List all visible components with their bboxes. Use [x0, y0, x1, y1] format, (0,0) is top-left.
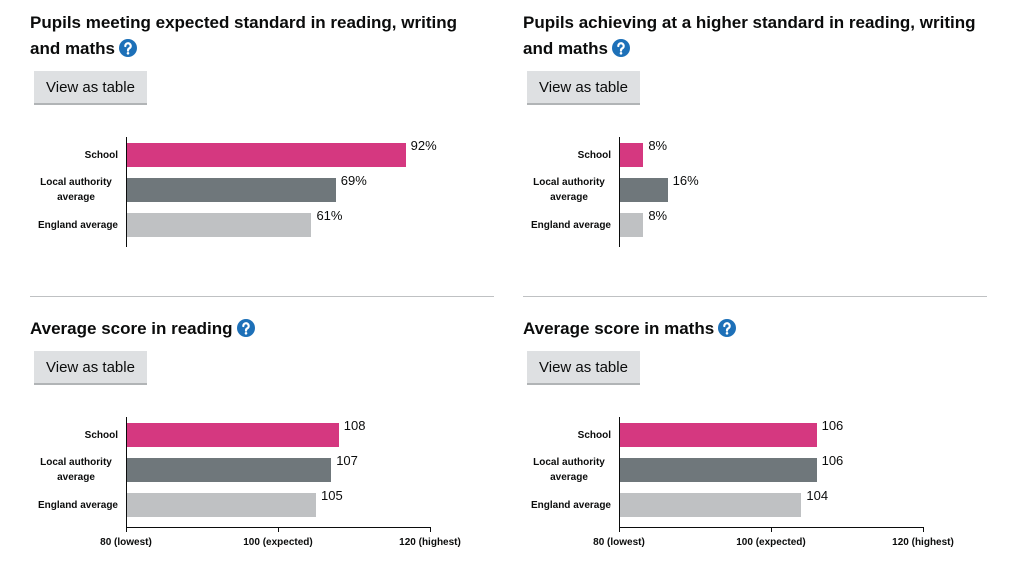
category-label-box: School	[523, 143, 611, 167]
view-as-table-button[interactable]: View as table	[527, 351, 640, 383]
bar	[126, 493, 316, 517]
value-label: 107	[336, 453, 358, 468]
chart-heading: Average score in maths	[523, 316, 983, 342]
help-icon[interactable]	[612, 39, 631, 57]
category-label: England average	[530, 219, 611, 231]
category-label-box: England average	[523, 213, 611, 237]
category-label-box: Local authority average	[30, 177, 118, 203]
bar	[126, 178, 336, 202]
category-label-box: Local authority average	[30, 457, 118, 483]
category-label: School	[84, 149, 118, 161]
category-label: England average	[37, 499, 118, 511]
tick-mark	[619, 527, 620, 532]
chart-heading: Pupils achieving at a higher standard in…	[523, 10, 983, 62]
value-label: 108	[343, 418, 366, 433]
tick-mark	[126, 527, 127, 532]
bar	[619, 178, 668, 202]
x-tick-label: 80 (lowest)	[100, 537, 152, 548]
help-icon[interactable]	[236, 319, 255, 337]
axis-line	[126, 137, 127, 247]
value-label: 106	[821, 453, 844, 468]
bar	[619, 458, 817, 482]
bar	[126, 458, 332, 482]
value-label: 92%	[410, 138, 437, 153]
axis-line	[126, 417, 127, 527]
chart-panel: Pupils meeting expected standard in read…	[30, 10, 494, 297]
tick-mark	[923, 527, 924, 532]
category-label-box: School	[30, 423, 118, 447]
chart-panel: Average score in reading View as table Sch…	[30, 316, 494, 568]
category-label-box: Local authority average	[523, 457, 611, 483]
category-label: School	[84, 429, 118, 441]
category-label-box: School	[523, 423, 611, 447]
chart-plot: School 8% Local authority average 16% Englan…	[523, 113, 987, 263]
x-tick-label: 100 (expected)	[243, 537, 313, 548]
bar	[126, 213, 312, 237]
bar	[619, 143, 644, 167]
category-label-box: Local authority average	[523, 177, 611, 203]
category-label-box: England average	[30, 213, 118, 237]
help-icon[interactable]	[119, 39, 138, 57]
category-label: School	[577, 429, 611, 441]
category-label: Local authority average	[40, 177, 112, 203]
view-as-table-button[interactable]: View as table	[527, 71, 640, 103]
bar	[126, 143, 406, 167]
value-label: 69%	[340, 173, 367, 188]
category-label-box: School	[30, 143, 118, 167]
bar	[619, 423, 817, 447]
value-label: 16%	[672, 173, 699, 188]
chart-title: Average score in reading	[30, 319, 233, 338]
chart-title: Pupils achieving at a higher standard in…	[523, 13, 976, 58]
x-tick-label: 100 (expected)	[736, 537, 806, 548]
category-label: Local authority average	[533, 177, 605, 203]
value-label: 8%	[648, 138, 668, 153]
bar	[126, 423, 339, 447]
help-icon[interactable]	[718, 319, 737, 337]
view-as-table-button[interactable]: View as table	[34, 71, 147, 103]
value-label: 106	[821, 418, 844, 433]
chart-plot: School 92% Local authority average 69% Engla…	[30, 113, 494, 263]
category-label: England average	[37, 219, 118, 231]
chart-heading: Average score in reading	[30, 316, 490, 342]
chart-plot: School 108 Local authority average 107 Engla…	[30, 393, 494, 568]
chart-heading: Pupils meeting expected standard in read…	[30, 10, 490, 62]
view-as-table-button[interactable]: View as table	[34, 351, 147, 383]
axis-line	[619, 137, 620, 247]
x-tick-label: 80 (lowest)	[593, 537, 645, 548]
tick-mark	[278, 527, 279, 532]
category-label-box: England average	[523, 493, 611, 517]
chart-title: Average score in maths	[523, 319, 715, 338]
category-label: Local authority average	[533, 457, 605, 483]
bar	[619, 493, 802, 517]
chart-plot: School 106 Local authority average 106 Engla…	[523, 393, 987, 568]
chart-title: Pupils meeting expected standard in read…	[30, 13, 457, 58]
value-label: 61%	[316, 208, 343, 223]
tick-mark	[430, 527, 431, 532]
x-tick-label: 120 (highest)	[399, 537, 461, 548]
category-label-box: England average	[30, 493, 118, 517]
axis-line	[619, 417, 620, 527]
category-label: School	[577, 149, 611, 161]
category-label: Local authority average	[40, 457, 112, 483]
category-label: England average	[530, 499, 611, 511]
bar	[619, 213, 644, 237]
x-tick-label: 120 (highest)	[892, 537, 954, 548]
chart-panel: Pupils achieving at a higher standard in…	[523, 10, 987, 297]
chart-panel: Average score in maths View as table Schoo…	[523, 316, 987, 568]
tick-mark	[771, 527, 772, 532]
value-label: 105	[321, 488, 343, 503]
value-label: 104	[806, 488, 829, 503]
value-label: 8%	[648, 208, 668, 223]
